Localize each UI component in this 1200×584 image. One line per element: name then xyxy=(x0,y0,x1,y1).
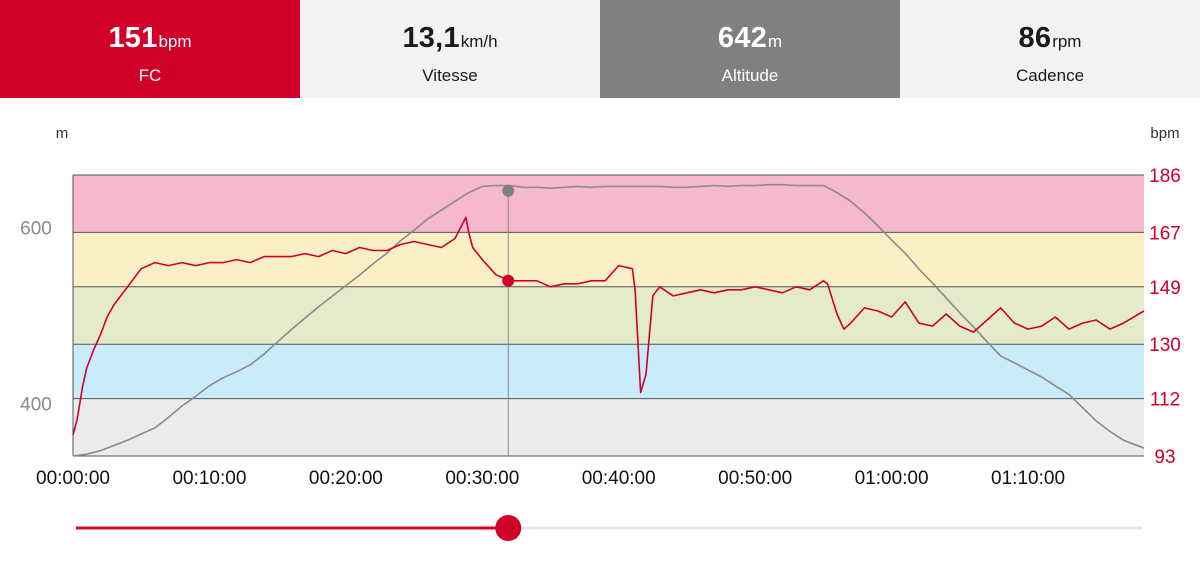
cadence-label: Cadence xyxy=(1015,66,1085,85)
time-tick-label: 00:30:00 xyxy=(445,468,519,489)
slider-handle[interactable] xyxy=(495,515,522,541)
series-lines xyxy=(72,183,1145,457)
heart-rate-value: 151 xyxy=(108,22,158,54)
heart-rate-value-row: 151 bpm xyxy=(108,22,191,54)
time-axis-ticks: 00:00:00 00:10:00 00:20:00 00:30:00 00:40:00… xyxy=(36,468,1065,489)
cadence-unit: rpm xyxy=(1052,32,1082,51)
metric-tiles: 151 bpm FC 13,1 km/h Vitesse 642 m Altitude… xyxy=(0,0,1200,98)
altitude-line xyxy=(72,183,1145,457)
altitude-cursor-dot xyxy=(502,184,515,197)
timeline-slider xyxy=(76,515,1142,541)
cadence-tile[interactable]: 86 rpm Cadence xyxy=(900,0,1200,98)
speed-unit: km/h xyxy=(460,32,498,51)
time-tick-label: 00:00:00 xyxy=(36,468,110,489)
time-tick-label: 00:10:00 xyxy=(172,468,246,489)
hr-zone-bands xyxy=(73,175,1144,456)
left-axis-ticks: 400 600 xyxy=(20,219,52,416)
chart-axes xyxy=(72,174,1144,457)
left-axis-unit: m xyxy=(56,125,69,142)
right-axis-unit: bpm xyxy=(1150,125,1179,142)
speed-tile[interactable]: 13,1 km/h Vitesse xyxy=(300,0,600,98)
heart-rate-cursor-dot xyxy=(502,274,515,287)
right-tick-label: 93 xyxy=(1154,447,1175,468)
left-tick-label: 400 xyxy=(20,394,52,415)
hr-zone-2 xyxy=(73,344,1144,399)
right-axis-ticks: 93 112 130 149 167 186 xyxy=(1149,166,1181,468)
hr-zone-3 xyxy=(73,286,1144,345)
speed-value: 13,1 xyxy=(402,22,460,54)
time-tick-label: 01:00:00 xyxy=(855,468,929,489)
speed-label: Vitesse xyxy=(422,66,478,85)
speed-value-row: 13,1 km/h xyxy=(402,22,497,54)
hr-zone-5 xyxy=(73,175,1144,233)
right-tick-label: 149 xyxy=(1149,278,1181,299)
time-tick-label: 00:50:00 xyxy=(718,468,792,489)
time-tick-label: 00:40:00 xyxy=(582,468,656,489)
chart-area: m bpm 400 600 93 112 130 149 167 186 00:00:00 0… xyxy=(0,98,1200,579)
altitude-value: 642 xyxy=(717,22,767,54)
left-tick-label: 600 xyxy=(20,219,52,240)
heart-rate-tile[interactable]: 151 bpm FC xyxy=(0,0,300,98)
altitude-label: Altitude xyxy=(721,66,779,85)
heart-rate-unit: bpm xyxy=(158,32,192,51)
time-tick-label: 00:20:00 xyxy=(309,468,383,489)
altitude-value-row: 642 m xyxy=(718,22,782,54)
heart-rate-line xyxy=(72,216,1145,436)
altitude-unit: m xyxy=(767,32,783,51)
time-tick-label: 01:10:00 xyxy=(991,468,1065,489)
altitude-tile[interactable]: 642 m Altitude xyxy=(600,0,900,98)
right-tick-label: 112 xyxy=(1150,390,1180,411)
cadence-value: 86 xyxy=(1018,22,1052,54)
heart-rate-label: FC xyxy=(138,66,162,85)
hr-zone-1 xyxy=(73,398,1144,456)
right-tick-label: 186 xyxy=(1149,166,1181,187)
cadence-value-row: 86 rpm xyxy=(1019,22,1082,54)
right-tick-label: 130 xyxy=(1149,335,1181,356)
right-tick-label: 167 xyxy=(1149,223,1181,244)
chart-cursor xyxy=(502,184,515,456)
